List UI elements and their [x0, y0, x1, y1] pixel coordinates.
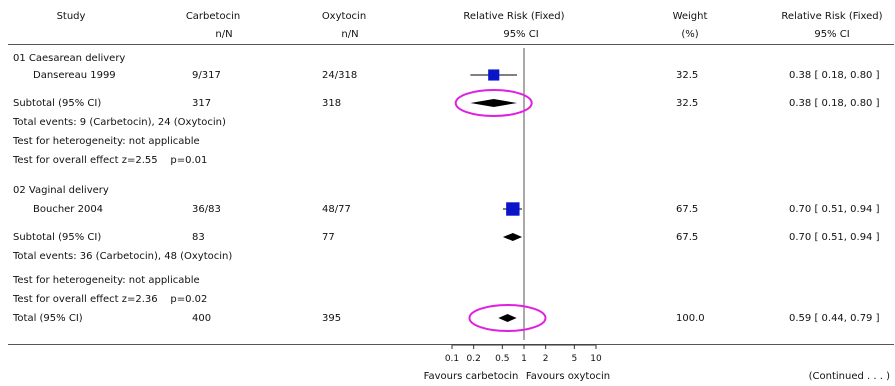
subtotal-weight: 67.5: [676, 232, 699, 243]
header-oxytocin-nn: n/N: [341, 29, 359, 40]
total-carbetocin: 400: [192, 313, 212, 324]
subtotal-label: Subtotal (95% CI): [13, 98, 102, 109]
favours-carbetocin-label: Favours carbetocin: [423, 371, 519, 382]
subtotal-carbetocin: 317: [192, 98, 212, 109]
total-label: Total (95% CI): [13, 313, 83, 324]
header-study: Study: [56, 11, 86, 22]
continued-note: (Continued . . . ): [808, 371, 890, 382]
study-marker-square: [506, 202, 520, 216]
header-oxytocin: Oxytocin: [321, 11, 367, 22]
highlight-ellipse: [468, 304, 547, 332]
x-tick-label: 0.2: [467, 354, 481, 364]
x-tick-label: 0.5: [495, 354, 509, 364]
header-divider: [8, 44, 894, 45]
x-tick-label: 5: [571, 354, 577, 364]
study-weight: 67.5: [676, 204, 699, 215]
header-carbetocin-nn: n/N: [215, 29, 233, 40]
subtotal-oxytocin: 318: [322, 98, 342, 109]
study-name: Boucher 2004: [33, 204, 104, 215]
study-marker-square: [488, 69, 500, 81]
study-name: Dansereau 1999: [33, 70, 116, 81]
study-rr: 0.38 [ 0.18, 0.80 ]: [789, 70, 880, 81]
favours-oxytocin-label: Favours oxytocin: [525, 371, 611, 382]
study-rr: 0.70 [ 0.51, 0.94 ]: [789, 204, 880, 215]
total-oxytocin: 395: [322, 313, 342, 324]
study-oxytocin: 24/318: [322, 70, 358, 81]
subtotal-carbetocin: 83: [192, 232, 205, 243]
subtotal-oxytocin: 77: [322, 232, 335, 243]
x-tick-label: 0.1: [445, 354, 459, 364]
x-tick-label: 10: [590, 354, 602, 364]
study-weight: 32.5: [676, 70, 699, 81]
header-carbetocin: Carbetocin: [185, 11, 241, 22]
x-tick-label: 2: [543, 354, 549, 364]
subtotal-label: Subtotal (95% CI): [13, 232, 102, 243]
subtotal-rr: 0.38 [ 0.18, 0.80 ]: [789, 98, 880, 109]
subtotal-rr: 0.70 [ 0.51, 0.94 ]: [789, 232, 880, 243]
subgroup-title: 01 Caesarean delivery: [13, 53, 126, 64]
overall-effect-test: Test for overall effect z=2.36 p=0.02: [13, 294, 208, 305]
study-carbetocin: 9/317: [192, 70, 221, 81]
heterogeneity-test: Test for heterogeneity: not applicable: [13, 275, 200, 286]
total-weight: 100.0: [676, 313, 705, 324]
pooled-diamond: [470, 99, 518, 107]
x-tick-label: 1: [521, 354, 527, 364]
header-relative-risk: Relative Risk (Fixed): [463, 11, 565, 22]
subtotal-weight: 32.5: [676, 98, 699, 109]
overall-effect-test: Test for overall effect z=2.55 p=0.01: [13, 155, 208, 166]
footer-divider: [8, 344, 894, 345]
subgroup-title: 02 Vaginal delivery: [13, 185, 109, 196]
total-events: Total events: 9 (Carbetocin), 24 (Oxytoc…: [13, 117, 226, 128]
highlight-ellipse: [454, 89, 533, 117]
header-weight: Weight: [672, 11, 708, 22]
total-events: Total events: 36 (Carbetocin), 48 (Oxyto…: [13, 251, 233, 262]
study-oxytocin: 48/77: [322, 204, 351, 215]
header-rr-ci: 95% CI: [814, 29, 850, 40]
header-rr-fixed: Relative Risk (Fixed): [781, 11, 883, 22]
header-relative-risk-ci: 95% CI: [503, 29, 539, 40]
pooled-diamond: [498, 314, 517, 322]
heterogeneity-test: Test for heterogeneity: not applicable: [13, 136, 200, 147]
total-rr: 0.59 [ 0.44, 0.79 ]: [789, 313, 880, 324]
study-carbetocin: 36/83: [192, 204, 221, 215]
pooled-diamond: [502, 233, 523, 241]
header-weight-pct: (%): [681, 29, 699, 40]
